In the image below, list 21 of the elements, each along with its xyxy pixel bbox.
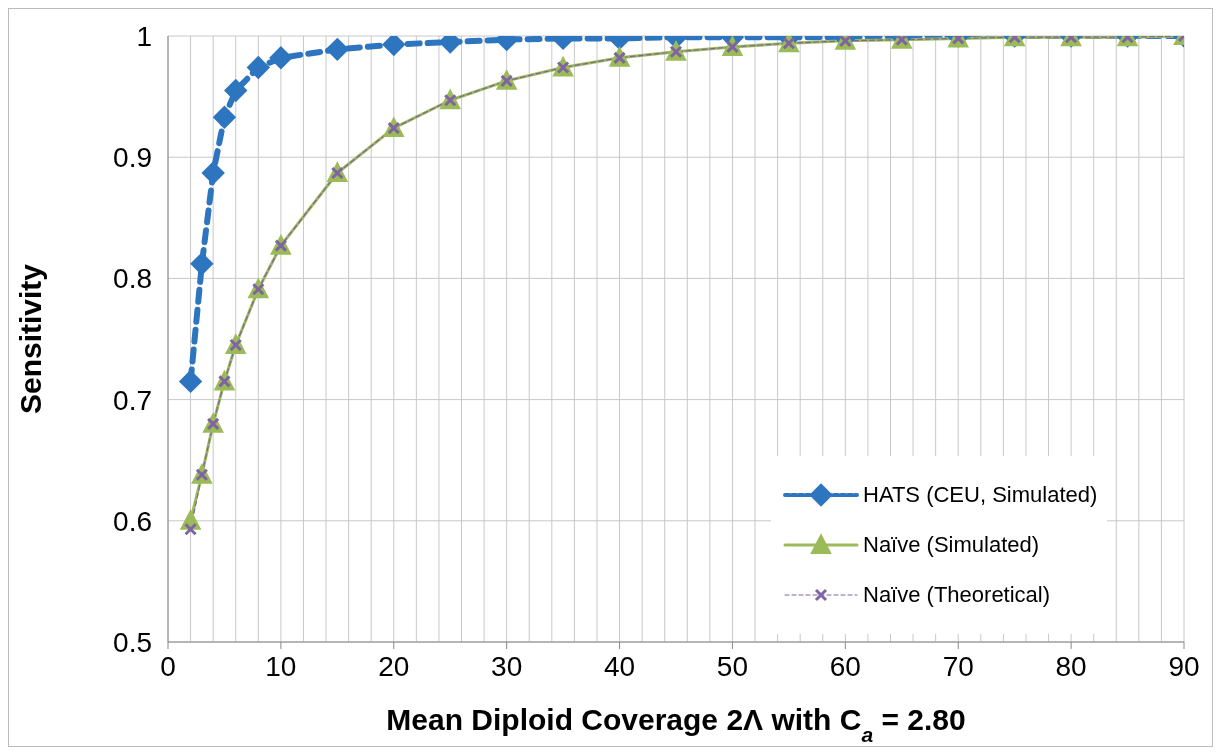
y-tick-label: 0.7 (113, 384, 152, 416)
legend-label: Naïve (Simulated) (863, 532, 1040, 558)
legend-label: HATS (CEU, Simulated) (863, 482, 1098, 508)
x-tick-label: 0 (160, 651, 176, 682)
y-tick-label: 0.6 (113, 505, 152, 537)
y-axis-title: Sensitivity (14, 263, 47, 415)
x-tick-label: 20 (378, 651, 410, 682)
y-tick-label: 0.9 (113, 142, 152, 174)
x-tick-label: 30 (491, 651, 523, 682)
x-tick-label: 90 (1168, 651, 1200, 682)
y-tick-label: 1 (136, 21, 152, 52)
y-tick-label: 0.8 (113, 263, 152, 295)
x-tick-label: 80 (1055, 651, 1087, 682)
x-tick-label: 50 (716, 651, 749, 682)
x-tick-label: 60 (829, 651, 861, 682)
y-tick-label: 0.5 (113, 627, 152, 658)
x-tick-label: 10 (265, 651, 297, 682)
x-tick-label: 40 (603, 651, 636, 682)
x-axis-title: Mean Diploid Coverage 2Λ with C$_{a}$ = 2.80 (386, 703, 966, 746)
x-tick-label: 70 (942, 651, 974, 682)
legend-label: Naïve (Theoretical) (863, 582, 1051, 608)
